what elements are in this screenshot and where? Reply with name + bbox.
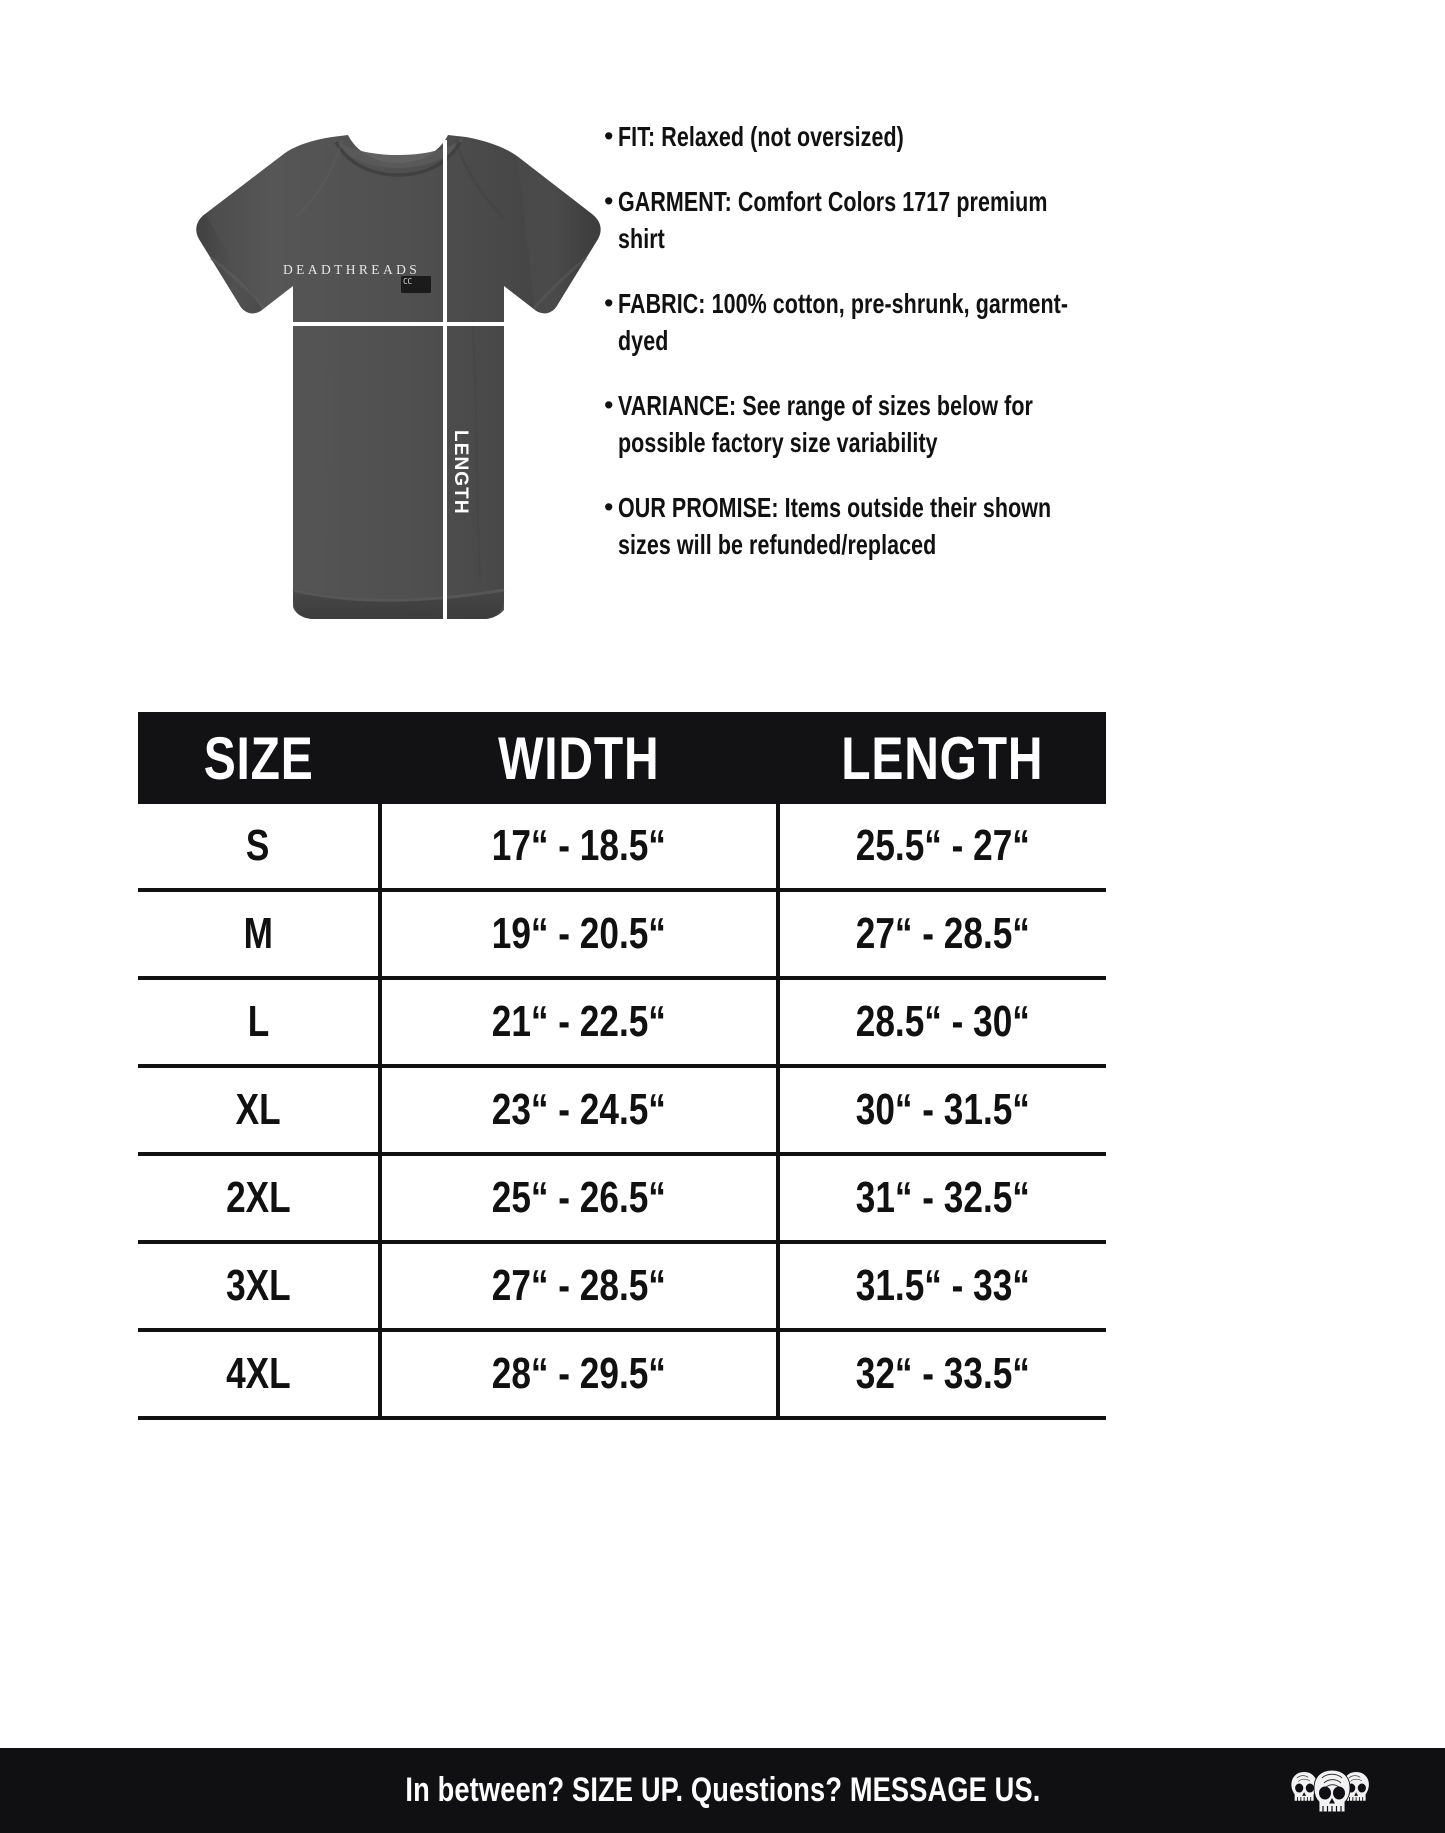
cell-length: 30“ - 31.5“ bbox=[778, 1066, 1106, 1156]
size-chart-body: S 17“ - 18.5“ 25.5“ - 27“ M 19“ - 20.5“ … bbox=[138, 804, 1106, 1420]
cell-length: 31“ - 32.5“ bbox=[778, 1154, 1106, 1244]
cell-size: 2XL bbox=[138, 1154, 382, 1244]
list-item: • VARIANCE: See range of sizes below for… bbox=[604, 387, 1204, 461]
table-row: M 19“ - 20.5“ 27“ - 28.5“ bbox=[138, 890, 1106, 980]
size-chart: SIZE WIDTH LENGTH S 17“ - 18.5“ 25.5“ - … bbox=[138, 712, 1106, 1420]
footer-message: In between? SIZE UP. Questions? MESSAGE … bbox=[404, 1771, 1041, 1809]
shirt-brand-print: DEADTHREADS bbox=[283, 262, 421, 277]
table-row: 4XL 28“ - 29.5“ 32“ - 33.5“ bbox=[138, 1330, 1106, 1420]
cell-size: S bbox=[138, 804, 382, 892]
column-header-length: LENGTH bbox=[778, 712, 1106, 804]
list-item: • FIT: Relaxed (not oversized) bbox=[604, 118, 1204, 155]
detail-promise: OUR PROMISE: Items outside their shown s… bbox=[618, 492, 1052, 560]
cell-size: 3XL bbox=[138, 1242, 382, 1332]
column-header-width: WIDTH bbox=[380, 712, 778, 804]
cell-size: 4XL bbox=[138, 1330, 382, 1420]
column-header-size: SIZE bbox=[138, 712, 380, 804]
cell-size: XL bbox=[138, 1066, 382, 1156]
length-guide-line bbox=[443, 140, 447, 630]
cell-width: 27“ - 28.5“ bbox=[380, 1242, 780, 1332]
list-item: • FABRIC: 100% cotton, pre-shrunk, garme… bbox=[604, 285, 1204, 359]
size-chart-table: SIZE WIDTH LENGTH S 17“ - 18.5“ 25.5“ - … bbox=[138, 712, 1106, 1420]
detail-garment: GARMENT: Comfort Colors 1717 premium shi… bbox=[618, 186, 1048, 254]
bullet-dot-icon: • bbox=[604, 288, 614, 318]
table-row: XL 23“ - 24.5“ 30“ - 31.5“ bbox=[138, 1066, 1106, 1156]
cell-width: 17“ - 18.5“ bbox=[380, 804, 780, 892]
detail-fabric: FABRIC: 100% cotton, pre-shrunk, garment… bbox=[618, 288, 1069, 356]
product-details-list: • FIT: Relaxed (not oversized) • GARMENT… bbox=[604, 118, 1204, 591]
cell-length: 32“ - 33.5“ bbox=[778, 1330, 1106, 1420]
size-chart-header: SIZE WIDTH LENGTH bbox=[138, 712, 1106, 804]
cell-size: M bbox=[138, 890, 382, 980]
three-skulls-logo bbox=[1290, 1769, 1370, 1813]
product-info-section: CC DEADTHREADS WIDTH LENGTH • FIT: Relax… bbox=[0, 0, 1445, 700]
cell-width: 28“ - 29.5“ bbox=[380, 1330, 780, 1420]
cell-width: 19“ - 20.5“ bbox=[380, 890, 780, 980]
table-header-row: SIZE WIDTH LENGTH bbox=[138, 712, 1106, 804]
bullet-dot-icon: • bbox=[604, 390, 614, 420]
neck-tag-icon: CC bbox=[401, 276, 431, 293]
list-item: • GARMENT: Comfort Colors 1717 premium s… bbox=[604, 183, 1204, 257]
table-row: 2XL 25“ - 26.5“ 31“ - 32.5“ bbox=[138, 1154, 1106, 1244]
cell-length: 27“ - 28.5“ bbox=[778, 890, 1106, 980]
detail-fit: FIT: Relaxed (not oversized) bbox=[618, 121, 904, 152]
cell-length: 28.5“ - 30“ bbox=[778, 978, 1106, 1068]
bullet-dot-icon: • bbox=[604, 121, 614, 151]
bullet-dot-icon: • bbox=[604, 492, 614, 522]
length-guide-label: LENGTH bbox=[450, 430, 471, 515]
cell-length: 31.5“ - 33“ bbox=[778, 1242, 1106, 1332]
bullet-dot-icon: • bbox=[604, 186, 614, 216]
table-row: L 21“ - 22.5“ 28.5“ - 30“ bbox=[138, 978, 1106, 1068]
list-item: • OUR PROMISE: Items outside their shown… bbox=[604, 489, 1204, 563]
tshirt-illustration bbox=[196, 135, 601, 619]
cell-width: 23“ - 24.5“ bbox=[380, 1066, 780, 1156]
cell-width: 25“ - 26.5“ bbox=[380, 1154, 780, 1244]
footer-banner: In between? SIZE UP. Questions? MESSAGE … bbox=[0, 1748, 1445, 1833]
width-guide-line bbox=[200, 322, 512, 326]
cell-width: 21“ - 22.5“ bbox=[380, 978, 780, 1068]
table-row: S 17“ - 18.5“ 25.5“ - 27“ bbox=[138, 804, 1106, 892]
neck-tag-glyph: CC bbox=[403, 277, 412, 286]
tshirt-diagram: CC bbox=[80, 118, 620, 648]
width-guide-label: WIDTH bbox=[224, 340, 292, 361]
cell-length: 25.5“ - 27“ bbox=[778, 804, 1106, 892]
table-row: 3XL 27“ - 28.5“ 31.5“ - 33“ bbox=[138, 1242, 1106, 1332]
cell-size: L bbox=[138, 978, 382, 1068]
detail-variance: VARIANCE: See range of sizes below for p… bbox=[618, 390, 1033, 458]
